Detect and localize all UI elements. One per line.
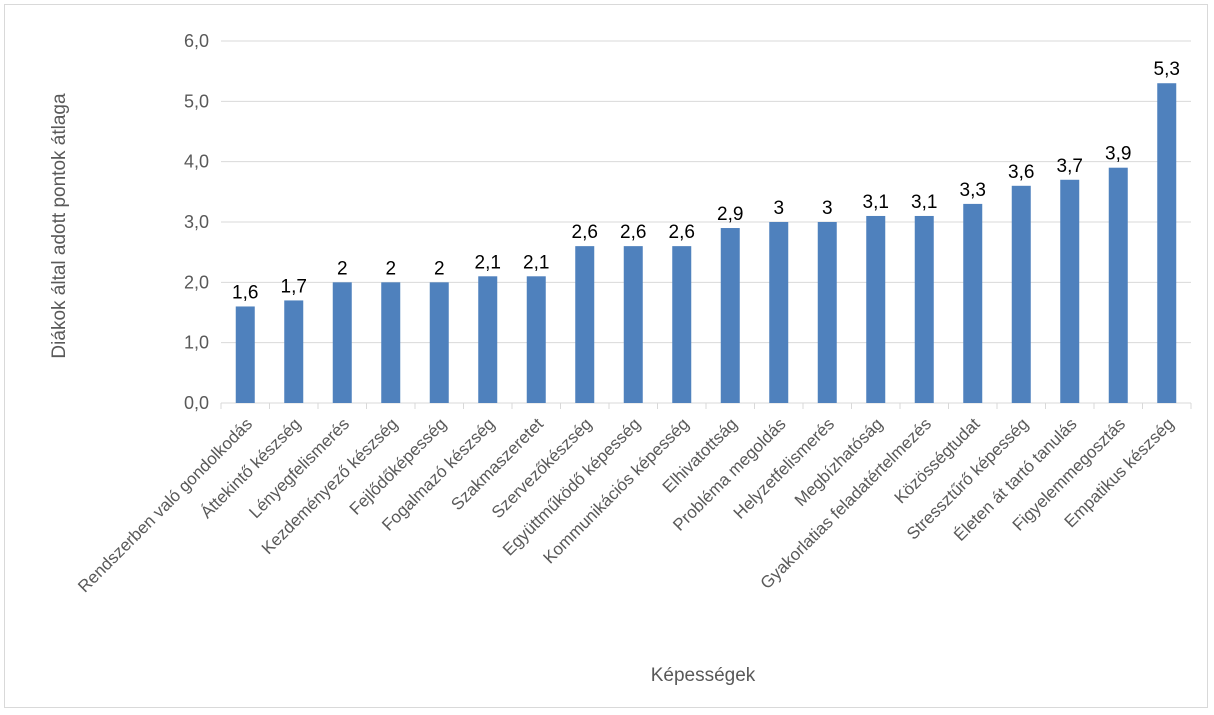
bar xyxy=(235,306,255,403)
category-label: Rendszerben való gondolkodás xyxy=(74,414,256,596)
category-label: Megbízhatóság xyxy=(791,414,887,510)
bar xyxy=(575,246,595,403)
bar xyxy=(1108,167,1128,403)
y-axis-title: Diákok által adott pontok átlaga xyxy=(49,93,70,359)
bar xyxy=(332,282,352,403)
data-label: 3,9 xyxy=(1105,144,1131,165)
y-tick-label: 4,0 xyxy=(184,152,209,172)
y-tick-label: 2,0 xyxy=(184,272,209,292)
bar xyxy=(381,282,401,403)
data-labels: 1,6 1,7 2 2 2 2,1 2,1 2,6 2,6 2,6 2,9 3 3 3,1 3,1 3,3 3,… xyxy=(232,59,1180,303)
data-label: 5,3 xyxy=(1154,59,1180,80)
data-label: 3,1 xyxy=(911,192,937,213)
bar xyxy=(720,228,740,403)
data-label: 1,6 xyxy=(232,282,258,303)
y-tick-label: 3,0 xyxy=(184,212,209,232)
data-label: 1,7 xyxy=(281,276,307,297)
data-label: 3 xyxy=(773,198,784,219)
bar xyxy=(1060,179,1080,403)
bar xyxy=(1011,185,1031,403)
chart-frame: 1,6 1,7 2 2 2 2,1 2,1 2,6 2,6 2,6 2,9 3 3 3,1 3,1 3,3 3,… xyxy=(4,4,1208,708)
x-axis-title: Képességek xyxy=(651,665,756,686)
bar xyxy=(914,215,934,403)
data-label: 2,1 xyxy=(523,252,549,273)
y-tick-label: 1,0 xyxy=(184,333,209,353)
y-tick-label: 5,0 xyxy=(184,91,209,111)
gridlines xyxy=(220,40,1192,409)
y-tick-label: 6,0 xyxy=(184,31,209,51)
bar xyxy=(672,246,692,403)
data-label: 3,3 xyxy=(960,180,986,201)
bar-chart: 1,6 1,7 2 2 2 2,1 2,1 2,6 2,6 2,6 2,9 3 3 3,1 3,1 3,3 3,… xyxy=(49,31,1192,686)
data-label: 2 xyxy=(434,258,445,279)
bar xyxy=(866,215,886,403)
bar xyxy=(429,282,449,403)
data-label: 2,1 xyxy=(475,252,501,273)
y-axis-ticks: 0,0 1,0 2,0 3,0 4,0 5,0 6,0 xyxy=(184,31,209,413)
data-label: 3 xyxy=(822,198,833,219)
y-tick-label: 0,0 xyxy=(184,393,209,413)
bar xyxy=(478,276,498,403)
data-label: 2,9 xyxy=(717,204,743,225)
bar xyxy=(769,222,789,403)
data-label: 2,6 xyxy=(620,222,646,243)
data-label: 2,6 xyxy=(572,222,598,243)
bar xyxy=(284,300,304,403)
bars xyxy=(235,83,1177,403)
bar xyxy=(1157,83,1177,403)
data-label: 3,1 xyxy=(863,192,889,213)
bar xyxy=(623,246,643,403)
bar xyxy=(963,203,983,403)
data-label: 2 xyxy=(337,258,348,279)
category-label: Közösségtudat xyxy=(891,414,984,507)
data-label: 2,6 xyxy=(669,222,695,243)
data-label: 3,7 xyxy=(1057,156,1083,177)
bar xyxy=(817,222,837,403)
data-label: 3,6 xyxy=(1008,162,1034,183)
bar xyxy=(526,276,546,403)
data-label: 2 xyxy=(385,258,396,279)
